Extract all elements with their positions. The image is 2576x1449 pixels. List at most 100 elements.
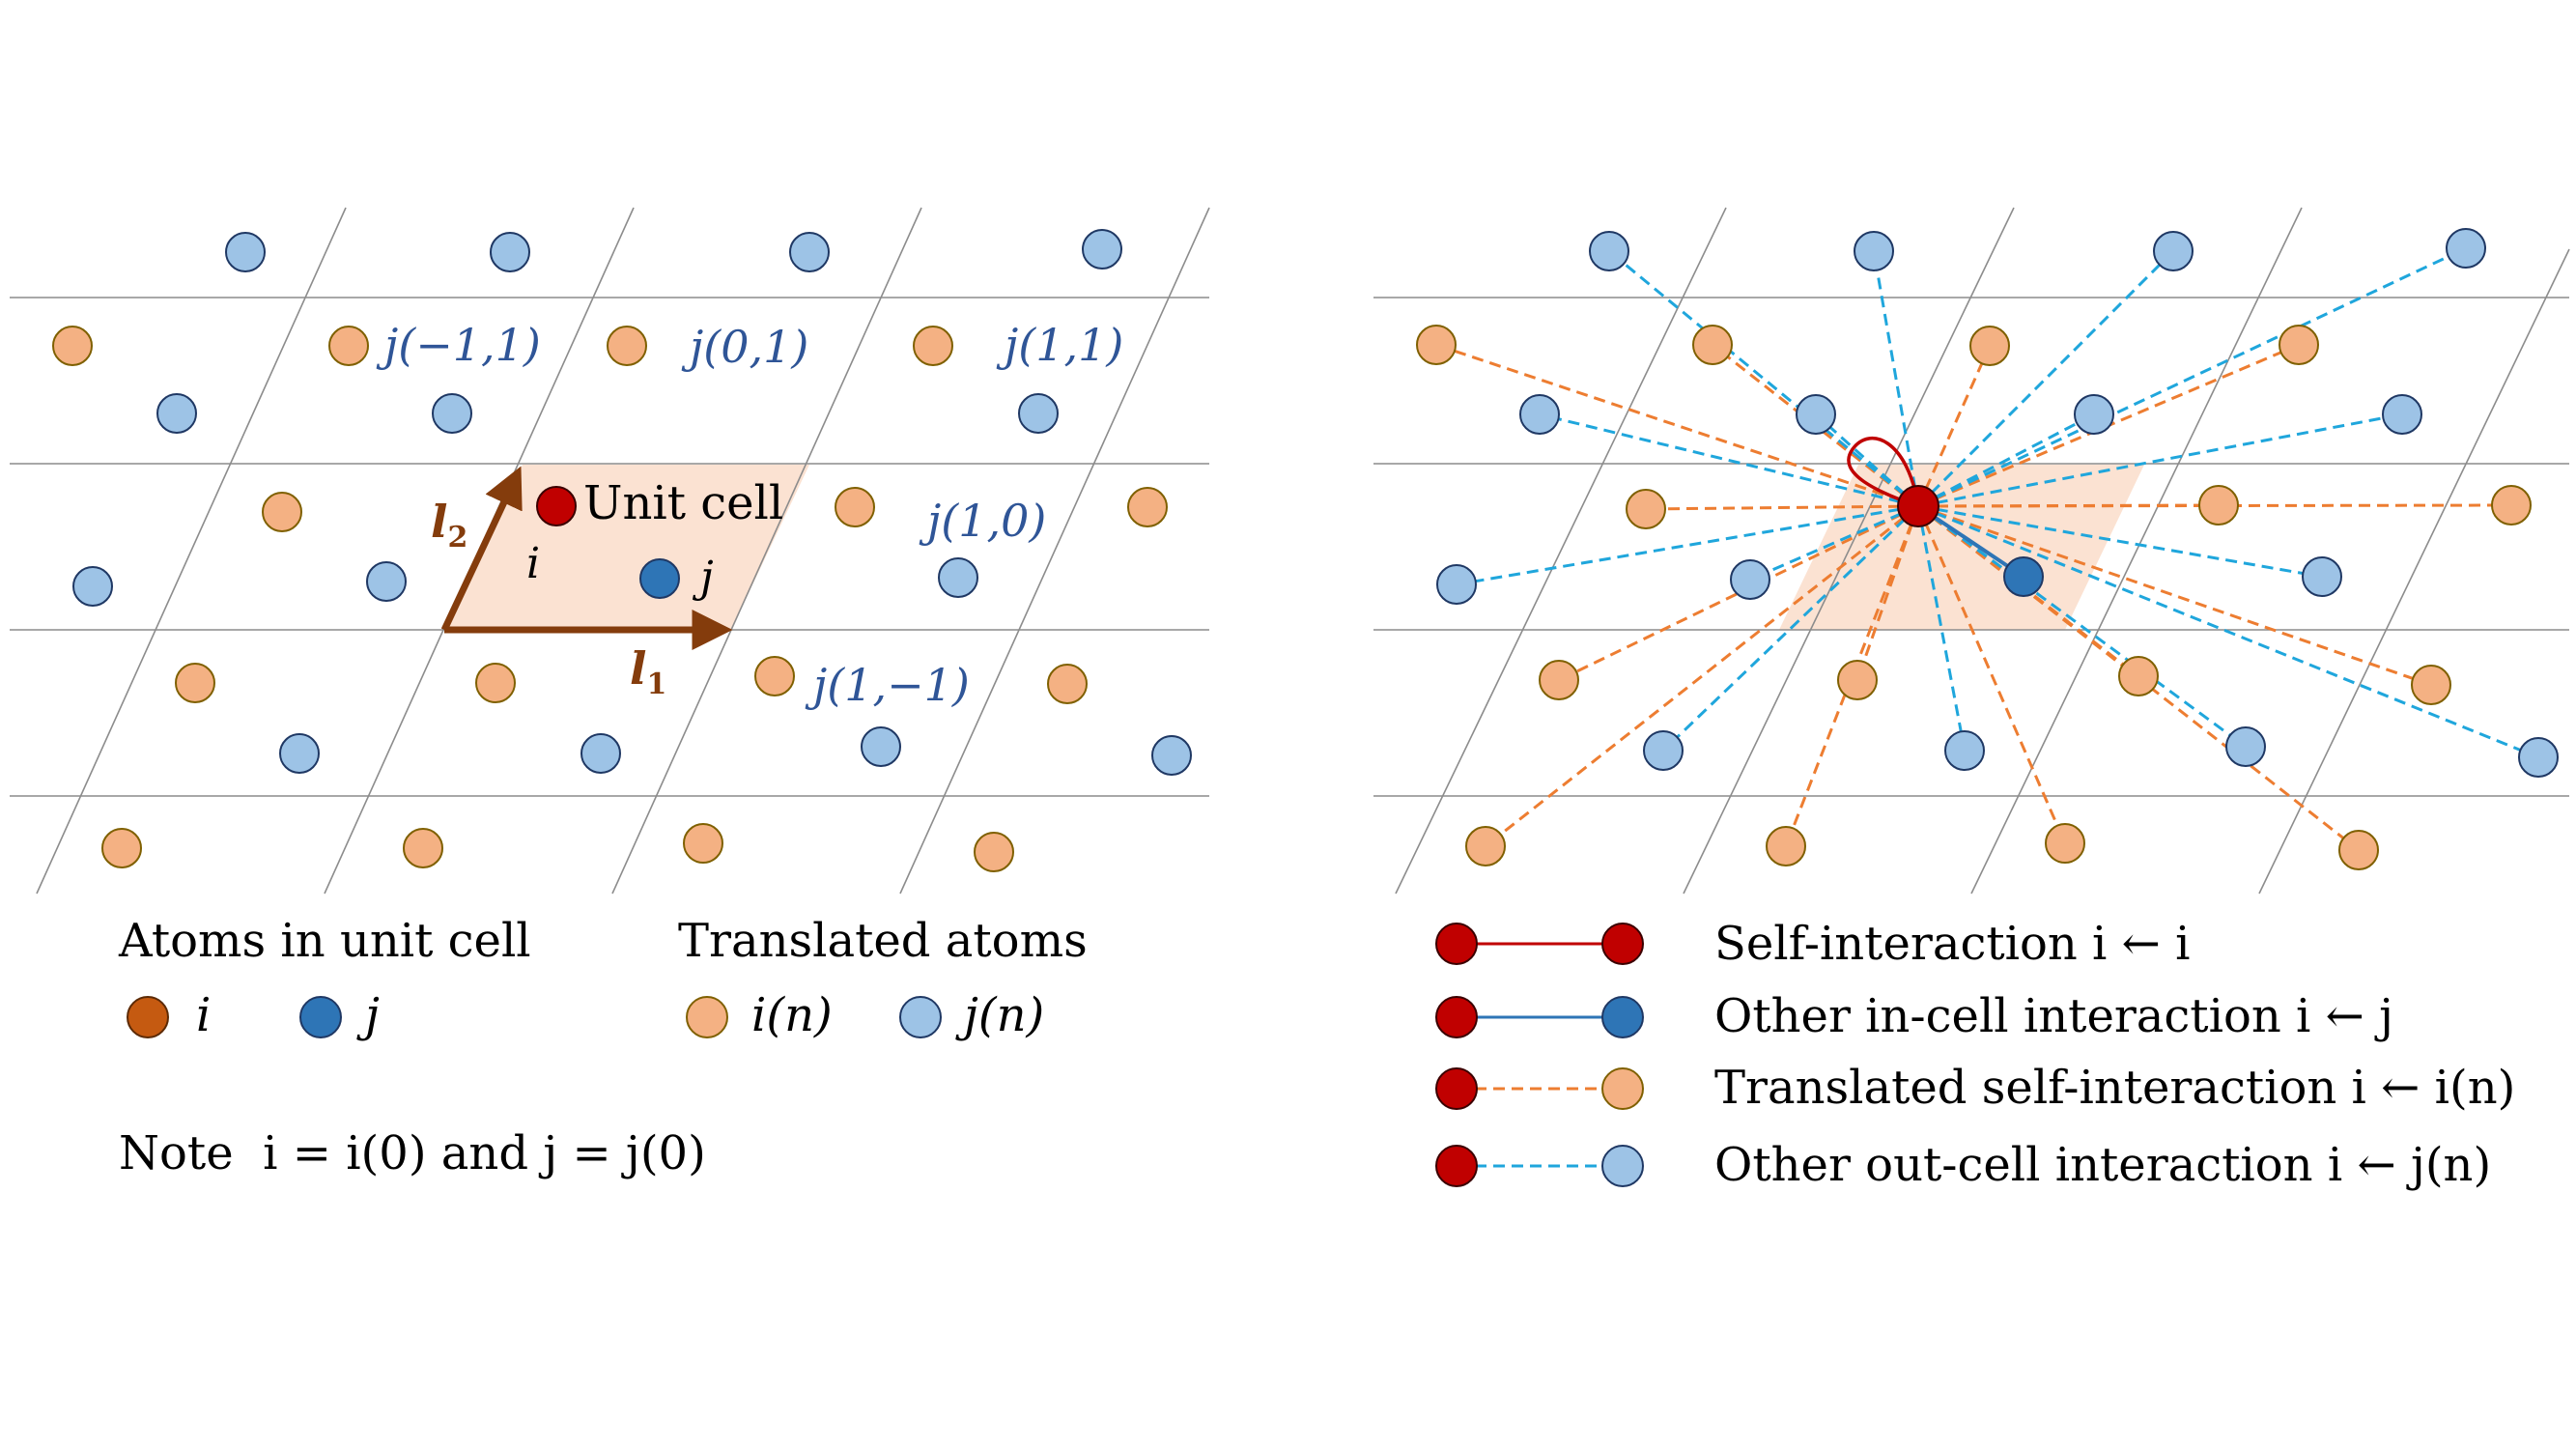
interaction-line — [1917, 246, 2467, 508]
left-legend: Atoms in unit cell i j Translated atoms … — [118, 914, 1088, 1180]
translated-legend-title: Translated atoms — [678, 914, 1088, 968]
atom-i-translated — [2411, 665, 2451, 705]
legend-atom-i-translated — [686, 996, 728, 1038]
legend-translated-self-interaction-label: Translated self-interaction i ← i(n) — [1714, 1061, 2515, 1115]
interaction-line — [1558, 504, 1919, 682]
atom-j-translated — [1151, 735, 1192, 776]
atom-j-translated — [72, 566, 113, 607]
atom-j-translated — [279, 733, 320, 774]
in-cell-legend-title: Atoms in unit cell — [118, 914, 531, 968]
atom-j-translated — [1589, 231, 1629, 271]
legend-i-n-label: i(n) — [751, 988, 833, 1042]
atom-j-translated — [580, 733, 621, 774]
unit-cell-region — [444, 465, 809, 630]
out-cell-interaction-lines — [1456, 246, 2539, 759]
interaction-line — [1872, 250, 1920, 507]
atom-j-translated — [1436, 564, 1477, 605]
atom-i-translated — [1969, 326, 2010, 366]
vector-l2-arrow — [440, 466, 523, 632]
atom-j-translated — [2518, 737, 2559, 778]
legend-self-interaction-label: Self-interaction i ← i — [1714, 917, 2190, 971]
neighbor-labels: j(−1,1) j(0,1) j(1,1) j(1,0) j(1,−1) — [376, 319, 1123, 711]
atom-i-label: i — [526, 539, 540, 588]
interaction-line — [1917, 504, 2539, 759]
atom-j-translated — [366, 561, 407, 602]
atom-j-translated — [156, 393, 197, 434]
neighbor-label: j(−1,1) — [376, 319, 541, 371]
atom-i-translated — [1692, 325, 1733, 365]
atom-j-translated — [2153, 231, 2194, 271]
neighbor-label: j(1,−1) — [805, 659, 970, 711]
legend-atom-j-translated — [899, 996, 942, 1038]
right-translated-i-atoms — [1416, 325, 2532, 870]
atom-i-translated — [403, 828, 443, 868]
atom-i-translated — [1047, 664, 1088, 704]
neighbor-label: j(1,0) — [919, 495, 1046, 547]
atom-i-translated — [607, 326, 647, 366]
atom-j-translated — [1018, 393, 1059, 434]
interaction-line — [1916, 505, 2067, 844]
atom-i-translated — [2338, 830, 2379, 870]
interaction-line — [1749, 504, 1919, 582]
atom-j-unit-cell — [639, 558, 680, 599]
atom-i-translated — [2118, 656, 2159, 696]
interaction-line — [1916, 505, 1967, 752]
atom-i-translated — [754, 656, 795, 696]
atom-i-translated — [2198, 485, 2239, 526]
atom-j-translated — [1643, 730, 1684, 771]
atom-i-translated — [2491, 485, 2532, 526]
atom-j-translated — [1519, 394, 1560, 435]
legend-atom-j-in-cell — [299, 996, 342, 1038]
legend-atom-i-in-cell — [127, 996, 169, 1038]
atom-j-translated — [861, 726, 901, 767]
atom-i-translated — [1465, 826, 1506, 867]
vector-l1-label: l1 — [630, 642, 666, 701]
atom-j-unit-cell — [2003, 556, 2044, 597]
atom-j-translated — [1730, 559, 1770, 600]
atom-j-translated — [1854, 231, 1894, 271]
atom-i-translated — [1766, 826, 1806, 867]
legend-in-cell-interaction: Other in-cell interaction i ← j — [1435, 989, 2393, 1043]
atom-j-translated — [225, 232, 266, 272]
left-panel: Unit cell i j l1 l2 j(−1,1) j(0,1) j(1,1… — [10, 207, 1210, 1180]
translated-j-atoms — [72, 229, 1192, 776]
interaction-line — [1814, 412, 1920, 508]
interaction-line — [1855, 505, 1920, 681]
interaction-line — [1539, 412, 1919, 508]
atom-i-translated — [2279, 325, 2319, 365]
legend-out-cell-interaction-label: Other out-cell interaction i ← j(n) — [1714, 1138, 2491, 1192]
interaction-line — [1917, 412, 2095, 508]
vector-l2-symbol: l — [431, 496, 447, 548]
interaction-line — [1917, 504, 2323, 579]
atom-i-translated — [1837, 660, 1878, 700]
atom-j-translated — [1944, 730, 1985, 771]
atom-j-translated — [1796, 394, 1836, 435]
atom-i-translated — [1127, 487, 1168, 527]
interaction-line — [1456, 504, 1919, 586]
legend-j-n-label: j(n) — [955, 988, 1044, 1042]
right-panel: Self-interaction i ← i Other in-cell int… — [1373, 207, 2570, 1192]
atom-j-translated — [2302, 556, 2342, 597]
atom-j-translated — [2074, 394, 2114, 435]
atom-i-translated — [101, 828, 142, 868]
legend-out-cell-interaction: Other out-cell interaction i ← j(n) — [1435, 1138, 2491, 1192]
atom-i-translated — [913, 326, 953, 366]
atom-i-unit-cell — [536, 486, 577, 526]
right-legend: Self-interaction i ← i Other in-cell int… — [1435, 917, 2515, 1192]
atom-i-translated — [1539, 660, 1579, 700]
atom-i-translated — [328, 326, 369, 366]
atom-i-translated — [262, 492, 302, 532]
right-translated-j-atoms — [1436, 228, 2559, 778]
vector-l1-symbol: l — [630, 642, 646, 695]
legend-in-cell-interaction-label: Other in-cell interaction i ← j — [1714, 989, 2393, 1043]
interaction-line — [1916, 345, 1992, 507]
translated-i-atoms — [52, 326, 1168, 872]
legend-j-label: j — [356, 988, 380, 1042]
vector-l1-subscript: 1 — [646, 668, 666, 701]
atom-j-translated — [789, 232, 830, 272]
interaction-line — [1917, 412, 2403, 508]
interaction-line — [1435, 343, 1919, 508]
legend-translated-self-interaction: Translated self-interaction i ← i(n) — [1435, 1061, 2515, 1115]
atom-j-translated — [2382, 394, 2422, 435]
atom-i-translated — [175, 663, 215, 703]
